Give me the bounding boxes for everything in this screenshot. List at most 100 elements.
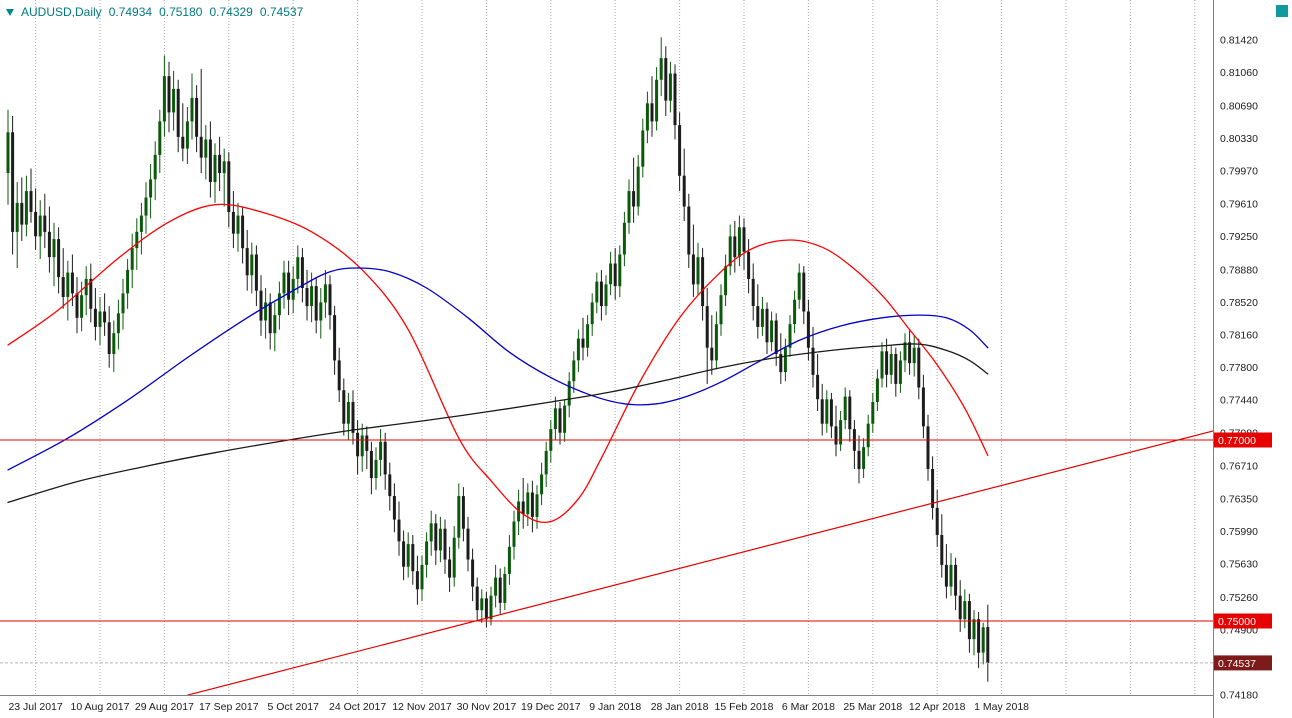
candle-body: [944, 564, 948, 587]
candle-body: [954, 564, 958, 596]
time-axis[interactable]: 23 Jul 2017 10 Aug 2017 29 Aug 2017 17 Sep …: [0, 695, 1213, 714]
candle-body: [480, 598, 484, 611]
candle-body: [116, 313, 120, 334]
candle-body: [613, 263, 617, 287]
candle-body: [618, 254, 622, 287]
candle-body: [291, 278, 295, 300]
candle-body: [908, 342, 912, 364]
candle-body: [742, 227, 746, 252]
symbol-dropdown-icon[interactable]: [6, 8, 14, 16]
candle-body: [586, 324, 590, 348]
candle-body: [530, 492, 534, 517]
candle-body: [195, 97, 199, 137]
hline-price-tag-box: [1214, 432, 1272, 448]
candle-body: [130, 248, 134, 270]
candle-body: [346, 402, 350, 424]
trendline[interactable]: [187, 430, 1214, 696]
candle-body: [379, 441, 383, 460]
price-axis-label: 0.77800: [1220, 362, 1258, 374]
candle-body: [507, 546, 511, 574]
candle-body: [415, 571, 419, 590]
candle-body: [287, 272, 291, 300]
candle-body: [333, 315, 337, 361]
candle-body: [797, 272, 801, 300]
candle-body: [494, 577, 498, 596]
candle-body: [839, 420, 843, 445]
candle-body: [29, 191, 33, 212]
time-axis-label: 12 Nov 2017: [392, 701, 452, 713]
candle-body: [981, 627, 985, 653]
candle-body: [783, 347, 787, 373]
time-axis-label: 10 Aug 2017: [71, 701, 130, 713]
candle-body: [300, 257, 304, 288]
candle-body: [599, 281, 603, 306]
candle-body: [898, 360, 902, 384]
candle-body: [544, 450, 548, 475]
price-axis-label: 0.81060: [1220, 67, 1258, 79]
candle-body: [75, 293, 79, 318]
price-axis-label: 0.80690: [1220, 101, 1258, 113]
candle-body: [498, 577, 502, 603]
hline-price-tag: 0.77000: [1218, 435, 1256, 447]
time-axis-label: 29 Aug 2017: [135, 701, 194, 713]
candle-body: [751, 278, 755, 306]
candle-body: [356, 432, 360, 457]
candle-body: [880, 351, 884, 379]
candle-body: [816, 374, 820, 400]
candle-body: [15, 202, 19, 232]
candle-body: [563, 405, 567, 433]
candle-body: [696, 257, 700, 285]
candle-body: [277, 293, 281, 316]
candle-body: [323, 284, 327, 303]
quote-open: 0.74934: [108, 5, 153, 19]
candle-body: [282, 272, 286, 294]
candle-body: [328, 284, 332, 316]
candle-body: [24, 191, 28, 225]
candle-body: [406, 544, 410, 567]
candle-body: [903, 342, 907, 361]
candle-body: [360, 435, 364, 457]
price-axis-label: 0.76710: [1220, 461, 1258, 473]
candle-body: [701, 257, 705, 307]
candle-body: [714, 324, 718, 361]
price-axis-label: 0.80330: [1220, 133, 1258, 145]
candle-body: [645, 103, 649, 131]
candle-body: [935, 507, 939, 535]
candle-body: [655, 79, 659, 122]
candle-body: [264, 302, 268, 321]
time-axis-label: 6 Mar 2018: [782, 701, 835, 713]
candle-body: [342, 390, 346, 424]
candle-body: [112, 333, 116, 354]
candle-body: [471, 559, 475, 587]
candle-body: [448, 559, 452, 578]
candle-body: [98, 311, 102, 327]
candle-body: [139, 215, 143, 232]
candle-body: [590, 302, 594, 325]
candle-body: [871, 402, 875, 424]
price-axis[interactable]: 0.81420 0.81060 0.80690 0.80330 0.79970 0.796…: [1213, 0, 1273, 718]
candle-body: [806, 311, 810, 348]
candle-body: [972, 619, 976, 640]
candle-body: [963, 601, 967, 620]
candle-body: [222, 161, 226, 174]
gridlines: [35, 0, 1196, 695]
candle-body: [397, 519, 401, 542]
candle-body: [402, 541, 406, 567]
candle-body: [466, 528, 470, 560]
price-axis-label: 0.75260: [1220, 592, 1258, 604]
candle-body: [254, 254, 258, 291]
price-axis-label: 0.77440: [1220, 395, 1258, 407]
hline-price-tag-box: [1214, 613, 1272, 629]
price-axis-label: 0.81420: [1220, 35, 1258, 47]
time-axis-label: 25 Mar 2018: [843, 701, 902, 713]
candle-body: [351, 402, 355, 433]
price-axis-label: 0.79250: [1220, 231, 1258, 243]
candle-body: [392, 496, 396, 520]
quote-close: 0.74537: [259, 5, 304, 19]
candle-body: [737, 227, 741, 258]
candle-body: [650, 103, 654, 122]
price-axis-label: 0.75990: [1220, 526, 1258, 538]
candle-body: [153, 154, 157, 180]
candle-body: [765, 308, 769, 343]
